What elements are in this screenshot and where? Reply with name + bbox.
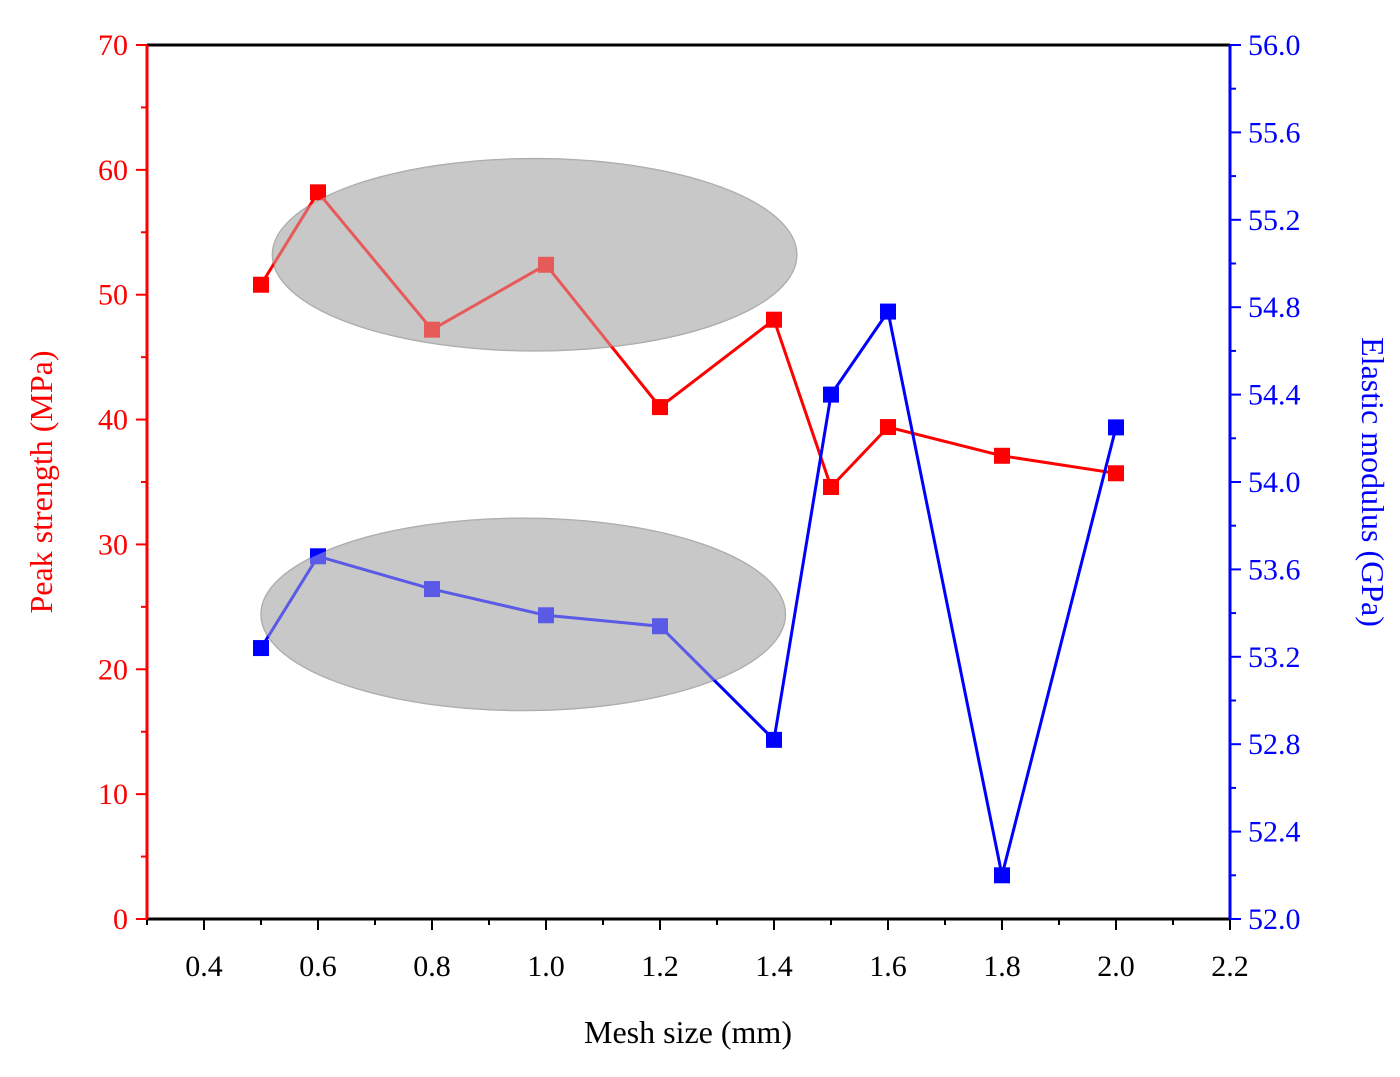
y-right-tick-label: 55.2: [1248, 204, 1301, 237]
y-right-tick-label: 52.0: [1248, 903, 1301, 936]
x-tick-label: 2.2: [1211, 950, 1249, 983]
x-tick-label: 2.0: [1097, 950, 1135, 983]
x-tick-label: 0.8: [413, 950, 451, 983]
elastic-modulus-point: [253, 640, 269, 657]
peak-strength-line: [259, 190, 1117, 489]
elastic-modulus-point: [994, 867, 1010, 884]
y-left-tick-label: 70: [98, 29, 128, 62]
highlight-overlay-1: [272, 158, 797, 351]
peak-strength-point: [424, 321, 440, 338]
y-right-tick-label: 56.0: [1248, 29, 1301, 62]
left-axis-title: Peak strength (MPa): [23, 350, 59, 613]
x-tick-label: 1.2: [641, 950, 679, 983]
elastic-modulus-point: [766, 731, 782, 748]
peak-strength-point: [823, 478, 839, 495]
x-tick-label: 1.4: [755, 950, 793, 983]
y-left-tick-label: 20: [98, 653, 128, 686]
peak-strength-point: [652, 399, 668, 416]
peak-strength-point: [994, 447, 1010, 464]
y-left-tick-label: 60: [98, 154, 128, 187]
y-left-tick-label: 10: [98, 778, 128, 811]
series-layer: [253, 158, 1124, 884]
y-right-tick-label: 54.4: [1248, 379, 1301, 412]
x-tick-label: 0.4: [185, 950, 223, 983]
right-axis-title: Elastic modulus (GPa): [1355, 337, 1391, 627]
peak-strength-point: [880, 419, 896, 436]
highlight-layer: [260, 157, 798, 712]
peak-strength-point: [310, 184, 326, 201]
elastic-modulus-point: [310, 548, 326, 565]
elastic-modulus-point: [1108, 419, 1124, 436]
ticks-layer: 0.4 0.6 0.8 1.0 1.2 1.4 1.6 1.8 2.0 2.2 0 10 20 30 40 5…: [98, 29, 1301, 983]
y-left-tick-label: 50: [98, 279, 128, 312]
elastic-modulus-point: [823, 386, 839, 403]
y-right-tick-label: 52.4: [1248, 816, 1301, 849]
x-tick-label: 1.6: [869, 950, 907, 983]
x-tick-label: 1.0: [527, 950, 565, 983]
elastic-modulus-point: [424, 581, 440, 598]
y-left-tick-label: 0: [113, 903, 128, 936]
peak-strength-point: [253, 276, 269, 293]
elastic-modulus-line: [259, 310, 1118, 877]
peak-strength-point: [1108, 465, 1124, 482]
x-tick-label: 0.6: [299, 950, 337, 983]
y-right-tick-label: 53.2: [1248, 641, 1301, 674]
highlight-overlay-2: [261, 518, 786, 711]
y-right-tick-label: 54.0: [1248, 466, 1301, 499]
y-left-tick-label: 30: [98, 528, 128, 561]
y-right-tick-label: 54.8: [1248, 291, 1301, 324]
elastic-modulus-point: [538, 607, 554, 624]
x-axis-title: Mesh size (mm): [584, 1014, 792, 1050]
elastic-modulus-point: [880, 303, 896, 320]
y-right-tick-label: 52.8: [1248, 728, 1301, 761]
x-tick-label: 1.8: [983, 950, 1021, 983]
y-left-tick-label: 40: [98, 404, 128, 437]
elastic-modulus-point: [652, 618, 668, 635]
y-right-tick-label: 53.6: [1248, 553, 1301, 586]
y-right-tick-label: 55.6: [1248, 116, 1301, 149]
peak-strength-point: [538, 256, 554, 273]
highlight-ellipse-1: [271, 157, 798, 352]
peak-strength-point: [766, 311, 782, 328]
axes-layer: [145, 43, 1232, 921]
highlight-ellipse-2: [260, 517, 787, 712]
